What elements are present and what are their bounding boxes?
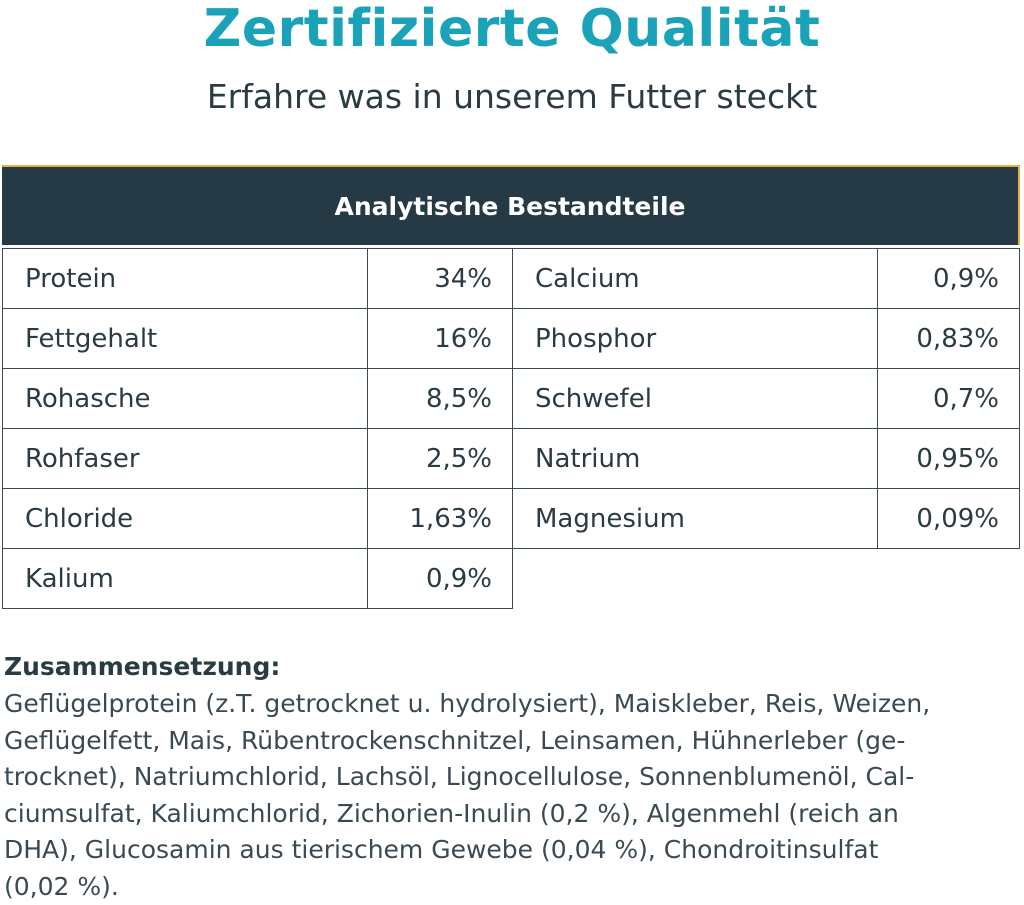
composition-heading: Zusammensetzung: bbox=[4, 652, 280, 681]
table-header: Analytische Bestandteile bbox=[2, 165, 1020, 245]
nutrient-value: 1,63% bbox=[367, 488, 513, 549]
nutrient-name: Phosphor bbox=[512, 308, 878, 369]
nutrient-name: Rohasche bbox=[2, 368, 368, 429]
nutrient-name: Kalium bbox=[2, 548, 368, 609]
nutrient-value: 8,5% bbox=[367, 368, 513, 429]
nutrient-name: Chloride bbox=[2, 488, 368, 549]
nutrient-value: 0,09% bbox=[877, 488, 1020, 549]
nutrient-value: 0,9% bbox=[367, 548, 513, 609]
nutrient-name: Rohfaser bbox=[2, 428, 368, 489]
table-header-label: Analytische Bestandteile bbox=[335, 192, 686, 221]
composition-line: (0,02 %). bbox=[4, 869, 1020, 905]
composition-line: Geflügelfett, Mais, Rübentrockenschnitze… bbox=[4, 723, 1020, 760]
nutrient-value: 16% bbox=[367, 308, 513, 369]
composition-line: ciumsulfat, Kaliumchlorid, Zichorien-Inu… bbox=[4, 796, 1020, 833]
nutrient-name: Schwefel bbox=[512, 368, 878, 429]
nutrient-value: 2,5% bbox=[367, 428, 513, 489]
nutrient-name: Calcium bbox=[512, 248, 878, 309]
nutrient-name: Protein bbox=[2, 248, 368, 309]
composition-line: trocknet), Natriumchlorid, Lachsöl, Lign… bbox=[4, 759, 1020, 796]
nutrient-value: 0,9% bbox=[877, 248, 1020, 309]
page-subtitle: Erfahre was in unserem Futter steckt bbox=[0, 76, 1024, 118]
composition-line: Geflügelprotein (z.T. getrocknet u. hydr… bbox=[4, 686, 1020, 723]
composition-text: Geflügelprotein (z.T. getrocknet u. hydr… bbox=[4, 686, 1020, 905]
page-title: Zertifizierte Qualität bbox=[0, 0, 1024, 58]
nutrient-value: 0,7% bbox=[877, 368, 1020, 429]
nutrient-value: 34% bbox=[367, 248, 513, 309]
nutrient-name: Magnesium bbox=[512, 488, 878, 549]
nutrient-name: Fettgehalt bbox=[2, 308, 368, 369]
nutrient-name: Natrium bbox=[512, 428, 878, 489]
nutrient-value: 0,83% bbox=[877, 308, 1020, 369]
nutrient-value: 0,95% bbox=[877, 428, 1020, 489]
composition-line: DHA), Glucosamin aus tierischem Gewebe (… bbox=[4, 832, 1020, 869]
